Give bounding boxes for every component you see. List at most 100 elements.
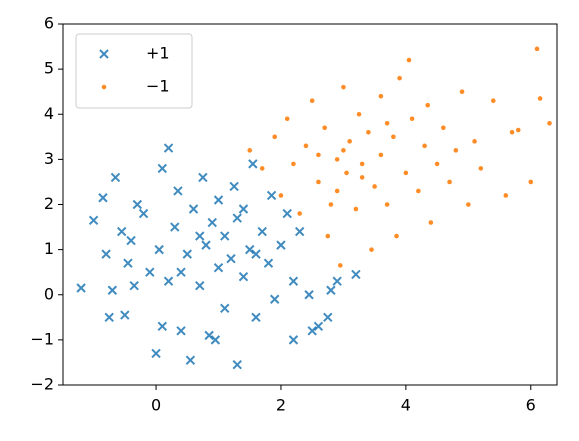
point: [372, 184, 377, 189]
point: [145, 267, 155, 277]
point: [384, 202, 390, 207]
point: [303, 143, 309, 149]
point: [337, 263, 343, 268]
point: [353, 206, 359, 212]
point: [107, 285, 118, 295]
point: [294, 226, 305, 237]
legend-box: [75, 33, 193, 109]
point: [347, 139, 352, 144]
point: [351, 269, 361, 280]
point: [257, 226, 267, 237]
point: [238, 204, 249, 214]
point: [359, 161, 365, 167]
point: [428, 220, 434, 225]
point: [157, 163, 168, 174]
point: [291, 161, 296, 167]
point: [515, 127, 521, 133]
point: [229, 181, 239, 192]
point: [503, 193, 509, 198]
point: [547, 120, 552, 126]
point: [278, 193, 284, 198]
point: [129, 281, 139, 291]
y-tick-label: 6: [44, 14, 54, 33]
point: [359, 175, 365, 180]
point: [434, 161, 440, 167]
point: [276, 240, 286, 250]
point: [226, 253, 236, 264]
point: [220, 231, 230, 241]
point: [490, 98, 496, 104]
point: [441, 125, 446, 131]
point: [248, 159, 258, 169]
point: [210, 335, 221, 345]
point: [245, 244, 255, 255]
point: [297, 211, 302, 216]
point: [170, 222, 180, 232]
point: [322, 125, 327, 131]
point: [282, 208, 292, 219]
point: [334, 188, 340, 194]
point: [534, 46, 540, 52]
point: [132, 199, 143, 210]
point: [537, 96, 543, 101]
point: [453, 148, 459, 153]
point: [232, 213, 242, 223]
point: [384, 120, 390, 126]
y-tick-label: 2: [44, 194, 54, 213]
point: [409, 116, 415, 122]
point: [447, 179, 452, 185]
point: [176, 267, 186, 277]
point: [163, 276, 174, 286]
point: [326, 285, 336, 295]
point: [126, 235, 136, 246]
point: [207, 217, 217, 228]
point: [185, 355, 196, 365]
point: [116, 226, 127, 237]
point: [403, 170, 409, 176]
point: [328, 202, 334, 207]
x-tick-label: 4: [401, 396, 411, 415]
point: [173, 186, 183, 196]
point: [176, 326, 186, 336]
point: [198, 172, 208, 183]
point: [213, 262, 224, 273]
point: [288, 276, 299, 286]
point: [316, 152, 321, 158]
point: [101, 249, 111, 259]
point: [110, 172, 121, 183]
point: [378, 152, 384, 158]
point: [422, 143, 427, 149]
point: [204, 330, 214, 341]
legend-marker: [101, 84, 107, 90]
x-tick-label: 2: [276, 396, 286, 415]
point: [307, 326, 317, 336]
x-tick-label: 6: [526, 396, 536, 415]
point: [251, 249, 261, 259]
point: [394, 233, 399, 239]
y-tick-label: 1: [44, 239, 54, 258]
y-tick-label: 5: [44, 59, 54, 78]
point: [88, 215, 99, 226]
point: [391, 134, 396, 140]
point: [341, 84, 346, 90]
y-tick-label: −2: [30, 375, 54, 394]
point: [138, 208, 149, 219]
point: [151, 348, 161, 359]
y-tick-label: −1: [30, 329, 54, 348]
legend-marker: [99, 49, 109, 59]
point: [98, 193, 108, 203]
point: [509, 130, 515, 135]
point: [325, 233, 331, 239]
point: [288, 335, 299, 345]
point: [263, 258, 274, 268]
point: [309, 98, 315, 104]
point: [316, 179, 321, 185]
legend-label: +1: [146, 44, 170, 63]
point: [220, 303, 230, 313]
point: [232, 359, 242, 370]
point: [313, 321, 324, 332]
point: [259, 166, 265, 171]
legend-label: −1: [146, 77, 170, 96]
point: [304, 290, 314, 300]
